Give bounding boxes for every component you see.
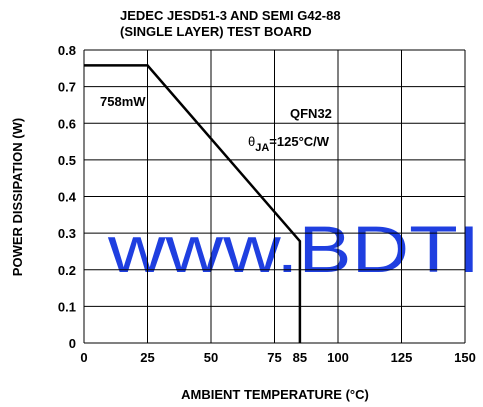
x-tick-label: 25 <box>140 350 154 365</box>
x-tick-label: 150 <box>454 350 476 365</box>
x-tick-label: 125 <box>391 350 413 365</box>
y-tick-label: 0.3 <box>58 226 76 241</box>
y-axis-label: POWER DISSIPATION (W) <box>10 118 25 276</box>
y-tick-label: 0 <box>69 336 76 351</box>
y-tick-label: 0.2 <box>58 263 76 278</box>
y-tick-label: 0.5 <box>58 153 76 168</box>
theta-symbol: θ <box>248 134 255 149</box>
x-tick-label: 50 <box>204 350 218 365</box>
x-tick-label: 0 <box>80 350 87 365</box>
y-tick-label: 0.1 <box>58 299 76 314</box>
annotation: 758mW <box>100 94 146 109</box>
annotation: θJA=125°C/W <box>248 134 330 154</box>
x-tick-label: 85 <box>293 350 307 365</box>
theta-subscript: JA <box>255 142 269 154</box>
y-tick-label: 0.4 <box>58 190 77 205</box>
y-tick-label: 0.7 <box>58 80 76 95</box>
chart-title: JEDEC JESD51-3 AND SEMI G42-88 <box>120 8 341 23</box>
theta-value: =125°C/W <box>269 134 329 149</box>
x-tick-label: 75 <box>267 350 281 365</box>
x-axis-label: AMBIENT TEMPERATURE (°C) <box>181 387 369 402</box>
watermark: www.BDTI <box>107 212 480 286</box>
data-line <box>84 64 302 343</box>
x-tick-label: 100 <box>327 350 349 365</box>
y-tick-label: 0.8 <box>58 43 76 58</box>
chart-title: (SINGLE LAYER) TEST BOARD <box>120 24 312 39</box>
y-tick-label: 0.6 <box>58 116 76 131</box>
annotation: QFN32 <box>290 106 332 121</box>
